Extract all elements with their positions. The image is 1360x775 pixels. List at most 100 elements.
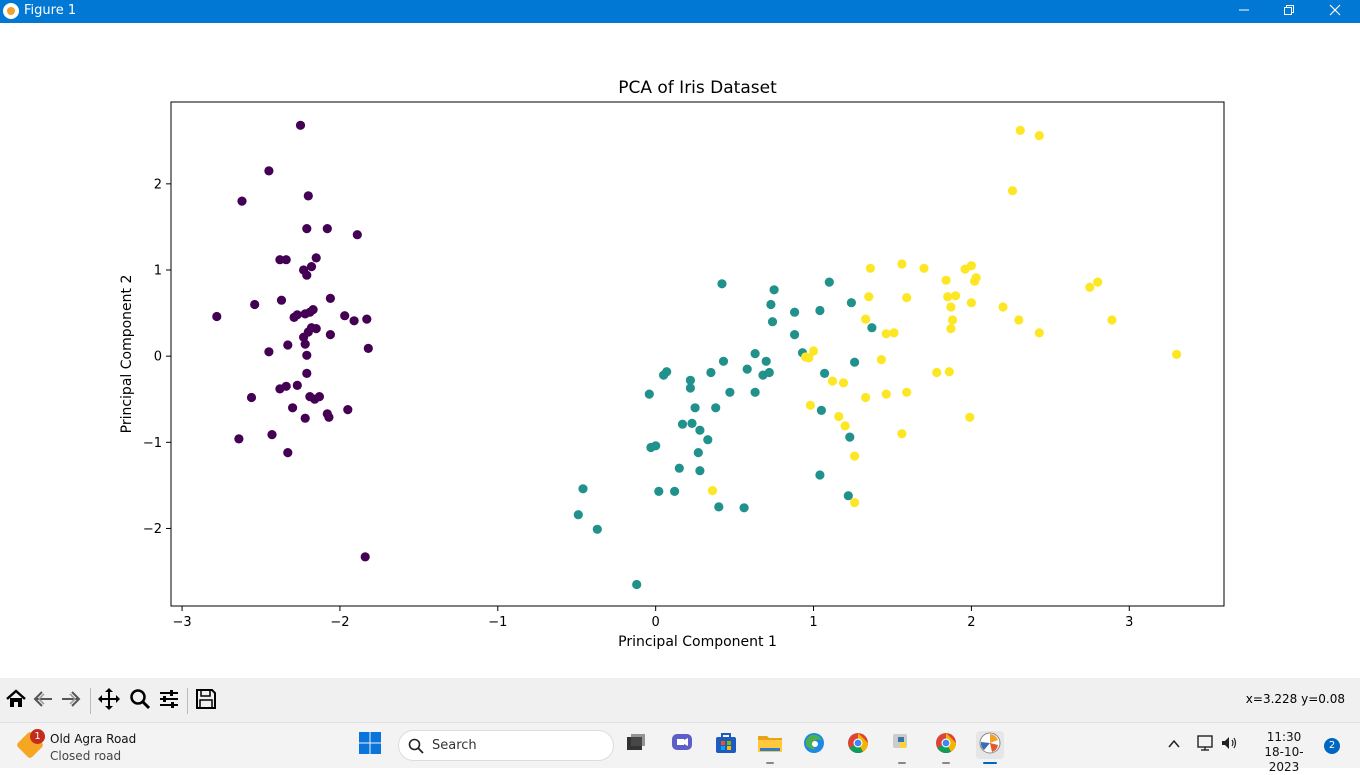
edge-button[interactable] [800,731,828,759]
clock-date: 18-10-2023 [1264,745,1304,774]
scatter-point [946,324,956,334]
notification-badge[interactable]: 2 [1324,738,1340,754]
home-button[interactable] [3,688,29,714]
matplotlib-icon [3,3,19,19]
python-button[interactable] [888,731,916,764]
scatter-point [764,367,774,378]
home-icon [5,688,27,714]
scatter-point [324,412,334,422]
scatter-point [769,285,779,295]
scatter-point [850,498,860,508]
scatter-point [677,419,688,429]
scatter-point [695,466,705,476]
store-button[interactable] [712,731,740,759]
search-label: Search [432,738,477,753]
scatter-point [670,486,680,496]
teams-chat-button[interactable] [668,731,696,759]
y-tick-label: 0 [154,350,162,365]
scatter-point [861,314,871,324]
running-indicator [766,762,774,764]
zoom-button[interactable] [127,688,153,714]
scatter-point [711,403,721,413]
scatter-point [897,429,907,439]
x-tick-label: −2 [330,615,349,630]
weather-subtitle: Closed road [50,749,122,763]
scatter-point [865,263,876,273]
scatter-point [264,347,274,357]
scatter-point [970,276,980,286]
scatter-point [343,405,353,415]
scatter-point [919,263,929,273]
network-icon [1196,734,1216,756]
pca-scatter-chart[interactable]: PCA of Iris Dataset −3 −2 −1 0 1 2 3 −2 −1 0 1 2 P… [0,23,1360,678]
scatter-point [889,328,899,338]
start-button[interactable] [356,731,384,759]
scatter-point [750,349,760,359]
scatter-point [881,329,891,339]
scatter-point [850,357,860,367]
taskbar-search[interactable]: Search [398,730,614,761]
chat-icon [670,731,694,759]
scatter-point [718,356,729,366]
save-button[interactable] [193,688,219,714]
scatter-point [311,324,321,334]
scatter-point [717,279,727,289]
volume-button[interactable] [1216,731,1244,759]
y-tick-label: −1 [143,436,162,451]
scatter-point [685,383,696,393]
scatter-point [805,400,816,410]
restore-icon [1283,4,1295,20]
figure-canvas[interactable]: PCA of Iris Dataset −3 −2 −1 0 1 2 3 −2 −1 0 1 2 P… [0,23,1360,678]
scatter-point [302,368,312,378]
close-button[interactable] [1312,0,1358,23]
scatter-point [843,491,853,501]
scatter-point [281,255,291,265]
weather-widget[interactable]: 1 Old Agra Road Closed road [15,727,168,765]
scatter-point [654,486,664,496]
scatter-point [578,484,588,494]
x-tick-label: 1 [809,615,817,630]
chrome-button[interactable] [844,731,872,759]
volume-icon [1220,734,1240,756]
scatter-point [1007,186,1018,196]
scatter-point [360,552,370,562]
scatter-point [1034,131,1044,141]
toolbar-divider [90,688,91,714]
file-explorer-button[interactable] [756,731,784,764]
weather-badge: 1 [30,729,45,744]
maximize-button[interactable] [1266,0,1312,23]
pan-button[interactable] [96,688,122,714]
scatter-point [693,448,703,458]
forward-button[interactable] [58,688,84,714]
system-clock[interactable]: 11:30 18-10-2023 [1252,730,1316,775]
scatter-point [292,380,302,390]
chevron-up-icon [1167,736,1181,755]
chrome-profile-button[interactable] [932,731,960,764]
task-view-button[interactable] [622,731,650,759]
scatter-point [322,224,332,234]
show-hidden-icons-button[interactable] [1160,731,1188,759]
scatter-points [212,120,1182,590]
configure-button[interactable] [156,688,182,714]
y-axis-ticks: −2 −1 0 1 2 [143,177,171,537]
matplotlib-figure-button[interactable] [976,731,1004,764]
store-icon [714,731,738,759]
scatter-point [742,364,752,374]
scatter-point [790,307,800,317]
scatter-point [1015,125,1025,135]
running-indicator [983,762,997,764]
x-tick-label: 0 [652,615,660,630]
scatter-point [998,302,1008,312]
scatter-point [808,346,819,356]
scatter-point [308,305,318,315]
scatter-point [1172,349,1182,359]
minimize-button[interactable] [1221,0,1267,23]
y-tick-label: −2 [143,522,162,537]
scatter-point [824,277,834,287]
scatter-point [725,387,735,397]
clock-time: 11:30 [1266,730,1302,744]
back-button[interactable] [30,688,56,714]
scatter-point [944,367,954,377]
network-button[interactable] [1192,731,1220,759]
scatter-point [592,524,602,534]
